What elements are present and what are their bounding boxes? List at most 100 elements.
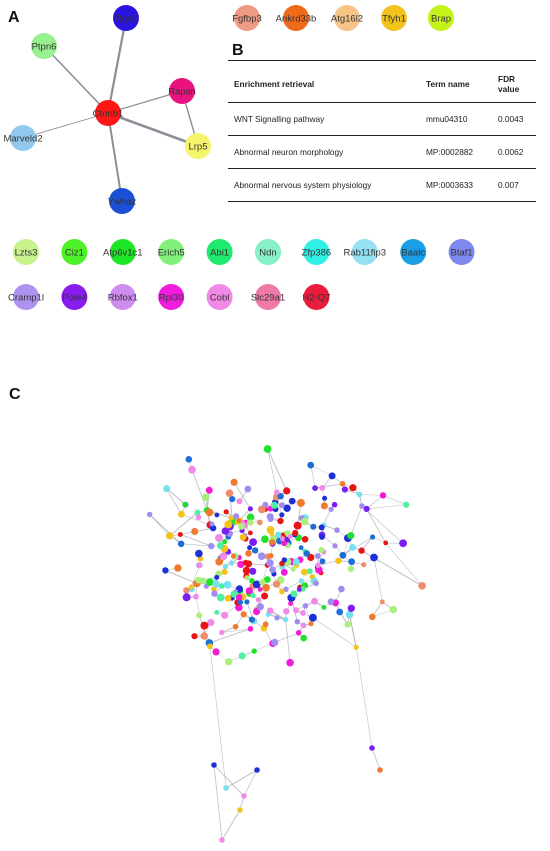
network-c-edge bbox=[350, 505, 363, 536]
network-c-edge bbox=[359, 494, 383, 496]
network-c-edge bbox=[181, 514, 211, 526]
node-label: Lzts3 bbox=[15, 248, 38, 259]
network-c-node bbox=[298, 545, 304, 551]
network-c-edge bbox=[169, 512, 198, 537]
node-label: Rbfox1 bbox=[108, 293, 138, 304]
node-circle bbox=[109, 239, 136, 265]
network-c-node bbox=[290, 590, 298, 598]
cell-term: mmu04310 bbox=[423, 102, 495, 136]
network-c-edge bbox=[213, 764, 223, 841]
network-c-edge bbox=[267, 448, 278, 493]
network-c-node bbox=[287, 534, 293, 539]
network-c-node bbox=[262, 621, 269, 628]
network-c-node bbox=[269, 566, 276, 573]
network-c-edge bbox=[181, 543, 212, 547]
network-c-node bbox=[233, 513, 240, 520]
network-c-node bbox=[244, 599, 250, 605]
node-circle bbox=[428, 5, 454, 31]
gene-node-pole4: Pole4 bbox=[61, 284, 88, 310]
network-c-node bbox=[320, 502, 328, 510]
network-c-node bbox=[223, 785, 229, 791]
network-c-node bbox=[246, 513, 255, 521]
network-c-node bbox=[216, 542, 225, 550]
network-c-edge bbox=[310, 464, 333, 477]
gene-node-baalc: Baalc bbox=[400, 239, 427, 265]
network-c-node bbox=[328, 506, 334, 512]
network-c-node bbox=[313, 580, 319, 587]
network-c-node bbox=[256, 603, 264, 611]
network-c-node bbox=[237, 807, 243, 813]
network-c-node bbox=[300, 517, 309, 526]
gene-node-rab11fip3: Rab11fip3 bbox=[343, 239, 386, 265]
node-label: Atg16l2 bbox=[331, 14, 363, 25]
network-c-node bbox=[182, 593, 191, 602]
network-c-node bbox=[228, 560, 235, 566]
network-c-node bbox=[297, 498, 305, 507]
node-circle bbox=[351, 239, 378, 265]
network-c-edge bbox=[190, 565, 201, 588]
panel-c-letter: C bbox=[9, 386, 21, 403]
network-c-node bbox=[247, 626, 254, 632]
node-circle bbox=[13, 284, 39, 310]
network-c-node bbox=[195, 514, 202, 521]
network-c-node bbox=[256, 519, 263, 526]
network-c-node bbox=[195, 550, 203, 558]
node-circle bbox=[381, 5, 407, 31]
network-c-node bbox=[322, 495, 328, 501]
network-c-node bbox=[247, 545, 253, 551]
node-circle bbox=[158, 284, 185, 310]
network-c-node bbox=[249, 578, 255, 584]
network-c-node bbox=[283, 608, 290, 615]
node-label: Ctnnb1 bbox=[93, 109, 124, 120]
network-c-node bbox=[288, 601, 294, 606]
network-c-node bbox=[335, 557, 342, 564]
network-c-node bbox=[250, 592, 256, 599]
node-label: Tfyh1 bbox=[382, 14, 406, 25]
network-c-node bbox=[237, 560, 245, 569]
node-label: Zfp386 bbox=[302, 248, 332, 259]
node-label: Lrp5 bbox=[188, 142, 207, 153]
network-c-node bbox=[332, 543, 338, 549]
network-c-edge bbox=[233, 482, 251, 510]
network-c-node bbox=[379, 492, 387, 499]
network-c-node bbox=[262, 583, 270, 592]
gene-node-rgs3: Rgs3 bbox=[113, 5, 139, 31]
network-c-node bbox=[283, 504, 291, 512]
gene-node-abi1: Abi1 bbox=[206, 239, 233, 265]
node-circle bbox=[255, 239, 281, 265]
network-c-node bbox=[370, 553, 378, 562]
gene-node-marveld2: Marveld2 bbox=[3, 125, 43, 151]
network-c-node bbox=[163, 485, 171, 492]
network-c-edge bbox=[366, 508, 387, 544]
network-c-node bbox=[249, 538, 257, 546]
network-c-node bbox=[219, 552, 228, 561]
network-c-node bbox=[239, 533, 247, 541]
network-c-node bbox=[283, 616, 289, 623]
unlinked-genes-row-1: Lzts3 Ciz1 Atp6v1c1 Erich5 Abi1 Ndn Zfp386 Rab1… bbox=[13, 239, 475, 265]
network-c-node bbox=[383, 540, 389, 546]
network-c-edge bbox=[366, 495, 384, 510]
network-c-edge bbox=[373, 557, 383, 602]
network-c-node bbox=[188, 584, 194, 590]
network-c-edge bbox=[285, 619, 291, 663]
network-c-node bbox=[209, 524, 217, 532]
network-c-node bbox=[235, 594, 243, 601]
network-c-node bbox=[195, 576, 202, 584]
network-c-node bbox=[310, 523, 317, 530]
enrichment-table: Enrichment retrieval Term name FDR value… bbox=[228, 60, 536, 202]
edge-marveld2-ctnnb1 bbox=[22, 112, 109, 139]
network-c-node bbox=[321, 605, 327, 610]
enrichment-table-header: Enrichment retrieval Term name FDR value bbox=[228, 60, 536, 103]
network-c-node bbox=[219, 629, 225, 636]
network-c-node bbox=[280, 536, 286, 542]
network-c-node bbox=[201, 493, 210, 502]
network-c-node bbox=[347, 604, 355, 612]
network-c-node bbox=[191, 527, 199, 536]
cell-fdr: 0.0062 bbox=[495, 135, 536, 169]
network-c-node bbox=[224, 520, 233, 529]
network-c-node bbox=[267, 516, 274, 522]
network-c-node bbox=[369, 745, 375, 751]
network-c-edge bbox=[315, 483, 343, 489]
network-c-edge bbox=[221, 628, 251, 633]
network-c-node bbox=[288, 497, 296, 505]
